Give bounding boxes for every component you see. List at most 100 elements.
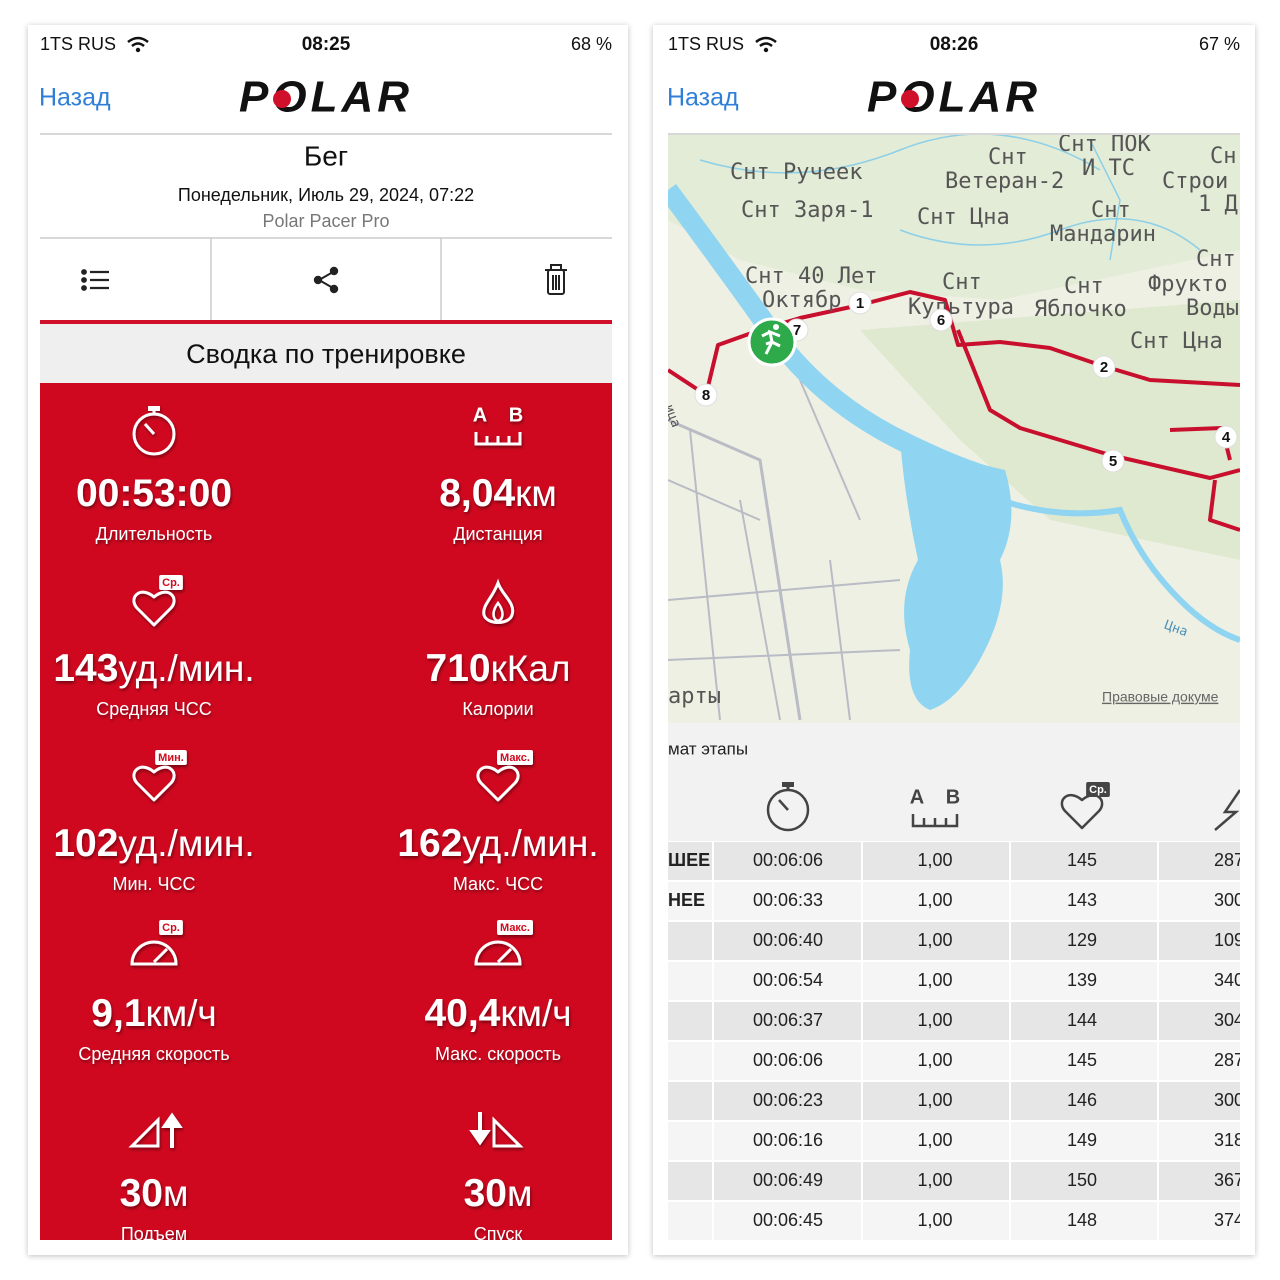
metric-label: Спуск xyxy=(474,1224,523,1244)
table-cell: 1,00 xyxy=(917,1170,952,1190)
icon xyxy=(1214,789,1240,831)
unit: м xyxy=(163,1173,188,1214)
road xyxy=(799,379,861,521)
back-button[interactable]: Назад xyxy=(667,84,739,112)
road xyxy=(829,559,851,721)
stream xyxy=(899,218,1201,251)
table-cell: 109 xyxy=(1214,930,1244,950)
map-label: Яблочко xyxy=(1034,297,1127,322)
wifi-dot xyxy=(135,47,141,53)
icon xyxy=(130,940,178,966)
icon xyxy=(474,940,522,966)
marker-label: 6 xyxy=(937,312,945,329)
list-button[interactable] xyxy=(81,269,109,291)
table-cell: 00:06:16 xyxy=(753,1130,823,1150)
table-cell: 318 xyxy=(1214,1130,1244,1150)
logo-dot xyxy=(901,90,919,108)
unit: уд./мин. xyxy=(462,823,598,864)
map-label: Снт xyxy=(1091,198,1131,223)
table-row xyxy=(668,1082,1240,1120)
table-cell: 340 xyxy=(1214,970,1244,990)
table-cell: 00:06:23 xyxy=(753,1090,823,1110)
wifi-icon xyxy=(127,36,149,48)
table-cell: 1,00 xyxy=(917,1130,952,1150)
badge-text: Макс. xyxy=(500,922,530,934)
summary-panel xyxy=(40,383,612,1240)
table-cell: 374 xyxy=(1214,1210,1244,1230)
route xyxy=(668,290,1240,397)
section-title: Сводка по тренировке xyxy=(186,339,466,369)
tab-indicator xyxy=(40,320,612,324)
icon xyxy=(911,814,959,828)
table-cell: 00:06:40 xyxy=(753,930,823,950)
unit: уд./мин. xyxy=(118,823,254,864)
icon xyxy=(476,765,520,802)
lap-label: НЕЕ xyxy=(668,890,705,910)
badge xyxy=(497,750,533,765)
map-marker xyxy=(1092,355,1116,379)
table-cell: 00:06:37 xyxy=(753,1010,823,1030)
metric-value: 9,1км/ч xyxy=(91,992,216,1035)
table-cell: 150 xyxy=(1067,1170,1097,1190)
metric-icon xyxy=(132,406,176,456)
badge xyxy=(155,750,187,765)
logo: POLAR xyxy=(239,73,413,122)
badge-text: Мин. xyxy=(158,752,184,764)
carrier: 1TS RUS xyxy=(40,34,116,54)
value: 102 xyxy=(53,822,118,865)
table-cell: 287 xyxy=(1214,1050,1244,1070)
share-button[interactable] xyxy=(313,266,339,294)
map-label: Снт xyxy=(1196,247,1236,272)
table-row xyxy=(668,1042,1240,1080)
wifi-icon xyxy=(755,36,777,48)
map-label: Снт xyxy=(1064,274,1104,299)
icon xyxy=(148,406,160,411)
metric-value: 40,4км/ч xyxy=(424,992,571,1035)
map-label: Мандарин xyxy=(1050,222,1156,247)
metric-label: Средняя скорость xyxy=(78,1044,229,1064)
table-cell: 00:06:06 xyxy=(753,1050,823,1070)
table-cell: 367 xyxy=(1214,1170,1244,1190)
map-label: Строи xyxy=(1162,169,1228,194)
table-row xyxy=(668,1202,1240,1240)
back-button[interactable]: Назад xyxy=(39,84,111,112)
delete-button[interactable] xyxy=(545,264,567,295)
metric-icon xyxy=(128,1112,183,1148)
road xyxy=(668,418,802,721)
stream xyxy=(1089,139,1121,261)
map-label: арты xyxy=(668,684,721,709)
metric-label: Дистанция xyxy=(453,524,542,544)
icon xyxy=(1060,794,1104,830)
value: 8,04 xyxy=(439,472,515,515)
map-label: Снт Ручеек xyxy=(730,160,862,185)
metric: 710кКал Калории xyxy=(426,578,571,719)
marker-label: 2 xyxy=(1100,359,1108,376)
map-marker xyxy=(694,383,718,407)
activity-date: Понедельник, Июль 29, 2024, 07:22 xyxy=(178,185,474,205)
icon xyxy=(469,1112,491,1146)
unit: м xyxy=(507,1173,532,1214)
map-marker xyxy=(848,291,872,315)
carrier: 1TS RUS xyxy=(668,34,744,54)
map-label: Сн xyxy=(1210,144,1237,169)
marker-label: 7 xyxy=(793,322,801,339)
metric-value: 8,04км xyxy=(439,472,557,515)
table-cell: 1,00 xyxy=(917,930,952,950)
battery: 67 % xyxy=(1199,34,1240,54)
table-row xyxy=(668,1162,1240,1200)
right-screen: 1TS RUS 08:26 67 % Назад POLAR Снт Ручеек Снт … xyxy=(661,34,1244,1240)
marker-label: 1 xyxy=(856,295,864,312)
map-marker xyxy=(1214,425,1238,449)
unit: км/ч xyxy=(500,993,571,1034)
map-legal[interactable]: Правовые докуме xyxy=(1102,689,1219,705)
table-cell: 304 xyxy=(1214,1010,1244,1030)
battery: 68 % xyxy=(571,34,612,54)
metric: Ср. 9,1км/ч Средняя скорость xyxy=(78,920,230,1064)
icon xyxy=(482,578,515,624)
map-label: Снт Цна xyxy=(917,205,1010,230)
section-header xyxy=(40,324,612,383)
table-cell: 00:06:54 xyxy=(753,970,823,990)
icon-label: B xyxy=(946,786,960,808)
table-cell: 00:06:49 xyxy=(753,1170,823,1190)
